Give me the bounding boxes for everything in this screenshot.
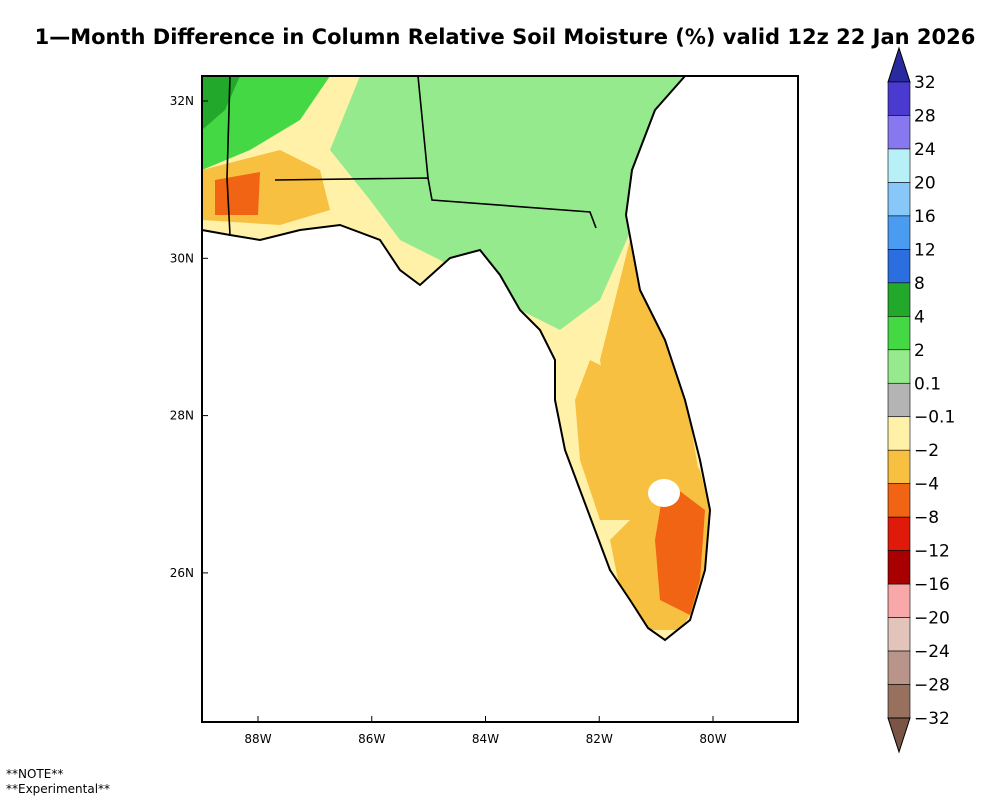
colorbar-bin	[887, 650, 911, 685]
colorbar-bin	[887, 516, 911, 551]
colorbar-bin	[887, 215, 911, 250]
title: 1—Month Difference in Column Relative So…	[35, 25, 976, 49]
colorbar-label: −8	[914, 508, 939, 528]
lon-label: 82W	[586, 732, 613, 746]
colorbar-bin	[887, 449, 911, 484]
colorbar-bin	[887, 249, 911, 284]
colorbar-label: −28	[914, 676, 950, 696]
lat-label: 28N	[170, 409, 194, 423]
colorbar-label: 2	[914, 341, 925, 361]
colorbar-label: 20	[914, 173, 936, 193]
lon-label: 80W	[699, 732, 726, 746]
colorbar-bin	[887, 148, 911, 183]
lat-label: 26N	[170, 566, 194, 580]
lon-axis: 88W 86W 84W 82W 80W	[244, 716, 727, 746]
colorbar-label: −4	[914, 475, 939, 495]
colorbar-label: −16	[914, 575, 950, 595]
colorbar-bin	[887, 282, 911, 317]
colorbar-bin	[887, 316, 911, 351]
colorbar-bin	[887, 115, 911, 150]
colorbar-bin	[887, 349, 911, 384]
lon-label: 86W	[358, 732, 385, 746]
colorbar-label: 16	[914, 207, 936, 227]
borders	[201, 75, 712, 642]
colorbar-label: 8	[914, 274, 925, 294]
colorbar-bin	[887, 483, 911, 518]
colorbar-label: 28	[914, 106, 936, 126]
map-frame	[201, 75, 799, 723]
colorbar-label: 12	[914, 240, 936, 260]
colorbar-bin	[887, 617, 911, 652]
colorbar: 32 28 24 20 16 12 8 4 2 0.1 −0.1 −2 −4 −8 −12 −16 −20 −24…	[887, 46, 955, 754]
lon-label: 84W	[472, 732, 499, 746]
colorbar-bin	[887, 81, 911, 116]
colorbar-label: −20	[914, 609, 950, 629]
lat-label: 30N	[170, 251, 194, 265]
colorbar-label: −0.1	[914, 408, 955, 428]
note: **NOTE**	[6, 767, 63, 781]
colorbar-label: 32	[914, 73, 936, 93]
colorbar-label: −2	[914, 441, 939, 461]
note: **Experimental**	[6, 782, 110, 796]
colorbar-bin	[887, 583, 911, 618]
lon-label: 88W	[244, 732, 271, 746]
colorbar-label: 4	[914, 307, 925, 327]
colorbar-arrow	[887, 717, 911, 754]
colorbar-bin	[887, 550, 911, 585]
colorbar-label: −24	[914, 642, 950, 662]
colorbar-bin	[887, 684, 911, 719]
lat-axis: 32N 30N 28N 26N	[170, 94, 208, 580]
colorbar-arrow	[887, 46, 911, 83]
colorbar-bin	[887, 382, 911, 418]
colorbar-label: −32	[914, 709, 950, 729]
colorbar-label: 24	[914, 140, 936, 160]
colorbar-label: −12	[914, 542, 950, 562]
lat-label: 32N	[170, 94, 194, 108]
soil-moisture-field	[202, 76, 710, 640]
colorbar-bin	[887, 416, 911, 451]
colorbar-label: 0.1	[914, 374, 941, 394]
colorbar-bin	[887, 182, 911, 217]
